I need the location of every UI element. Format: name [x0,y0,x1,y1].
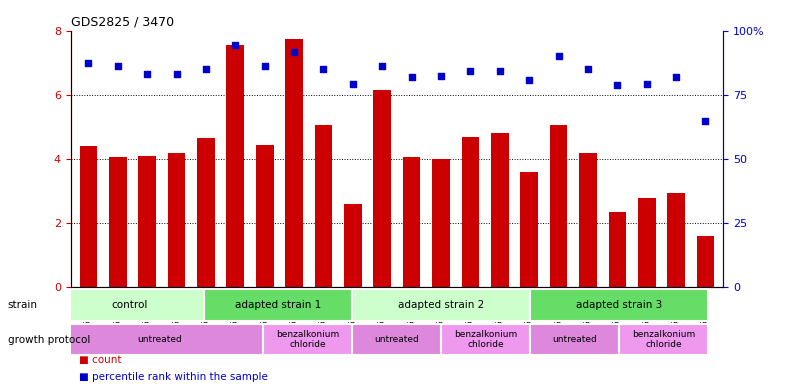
Bar [520,172,538,288]
Text: GDS2825 / 3470: GDS2825 / 3470 [71,15,174,28]
Point [406,74,418,80]
FancyBboxPatch shape [531,289,708,321]
FancyBboxPatch shape [56,324,263,355]
Point [200,66,212,72]
Bar [432,159,450,288]
Bar [138,156,156,288]
Bar [373,90,391,288]
Point [494,68,506,74]
Text: ■ count: ■ count [79,355,121,365]
Bar [226,45,244,288]
Bar [638,198,656,288]
Point [171,71,183,77]
Bar [491,133,509,288]
Bar [402,157,421,288]
Bar [461,137,479,288]
Point [435,73,447,79]
FancyBboxPatch shape [56,289,204,321]
Point [553,53,565,60]
FancyBboxPatch shape [531,324,619,355]
FancyBboxPatch shape [352,289,531,321]
Bar [549,126,567,288]
Text: adapted strain 1: adapted strain 1 [235,300,321,310]
FancyBboxPatch shape [442,324,531,355]
Bar [696,236,714,288]
Bar [109,157,127,288]
Text: adapted strain 3: adapted strain 3 [576,300,663,310]
Bar [197,138,215,288]
Point [582,66,594,72]
Bar [344,204,362,288]
Text: adapted strain 2: adapted strain 2 [399,300,484,310]
Bar [167,153,185,288]
Bar [285,39,303,288]
Text: benzalkonium
chloride: benzalkonium chloride [277,330,340,349]
Bar [579,153,597,288]
Text: untreated: untreated [375,335,419,344]
Bar [256,145,274,288]
Bar [314,126,332,288]
Text: benzalkonium
chloride: benzalkonium chloride [454,330,517,349]
Text: ■ percentile rank within the sample: ■ percentile rank within the sample [79,372,267,382]
Point [700,118,712,124]
Text: untreated: untreated [553,335,597,344]
Point [82,60,94,66]
Point [112,63,124,69]
Text: growth protocol: growth protocol [8,335,90,345]
Bar [667,193,685,288]
Point [141,71,153,77]
Point [259,63,271,69]
FancyBboxPatch shape [619,324,708,355]
Bar [608,212,626,288]
Point [376,63,388,69]
Point [318,66,330,72]
Point [464,68,476,74]
Point [641,81,653,87]
Point [670,74,682,80]
FancyBboxPatch shape [352,324,442,355]
Text: strain: strain [8,300,38,310]
Text: untreated: untreated [138,335,182,344]
Text: benzalkonium
chloride: benzalkonium chloride [632,330,696,349]
Point [347,81,359,87]
Point [611,82,623,88]
Point [288,48,300,55]
Point [229,42,241,48]
Bar [79,146,97,288]
FancyBboxPatch shape [263,324,352,355]
Point [523,78,535,84]
FancyBboxPatch shape [204,289,352,321]
Text: control: control [112,300,149,310]
